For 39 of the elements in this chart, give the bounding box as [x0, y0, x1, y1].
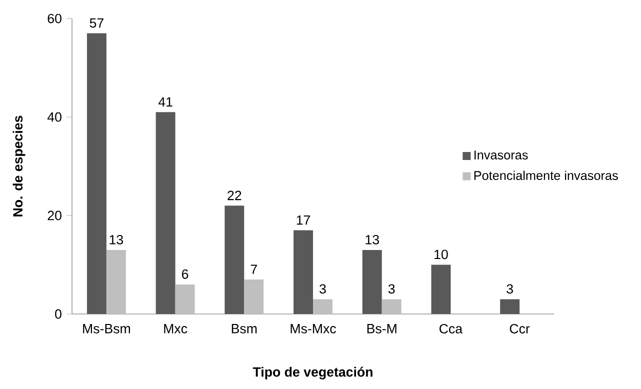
bar [500, 299, 520, 314]
y-tick-label: 20 [48, 210, 62, 220]
bar [313, 299, 332, 314]
data-label: 3 [388, 284, 395, 294]
x-tick-label: Ms-Bsm [83, 324, 130, 334]
bar [244, 280, 264, 314]
bar [106, 250, 126, 314]
x-tick-label: Bsm [232, 324, 257, 334]
x-tick-label: Bs-M [367, 324, 396, 334]
data-label: 13 [110, 234, 123, 244]
data-label: 17 [296, 216, 310, 225]
bar [156, 112, 176, 314]
data-label: 57 [90, 18, 104, 28]
y-tick-label: 0 [55, 309, 62, 319]
x-axis-title: Tipo de vegetación [252, 366, 372, 380]
bar [224, 206, 244, 314]
bar [86, 33, 106, 314]
data-label: 3 [320, 284, 326, 294]
x-tick-label: Ccr [510, 324, 530, 334]
x-tick-label: Cca [440, 324, 463, 334]
legend-label: Invasoras [474, 150, 528, 160]
bar [431, 264, 451, 314]
data-label: 6 [182, 269, 188, 279]
bar [362, 250, 382, 314]
y-tick-label: 60 [48, 14, 62, 24]
data-label: 22 [228, 190, 242, 200]
bar [175, 284, 195, 314]
data-label: 7 [250, 264, 257, 274]
y-axis-title: No. de especies [12, 116, 26, 216]
data-label: 10 [434, 250, 448, 260]
x-tick-label: Mxc [164, 324, 188, 334]
legend-label: Potencialmente invasoras [474, 170, 618, 180]
y-tick-label: 40 [47, 112, 62, 122]
data-label: 41 [158, 97, 172, 106]
data-label: 3 [506, 284, 513, 294]
data-label: 13 [366, 234, 379, 244]
bar [382, 299, 402, 314]
bar [294, 230, 313, 314]
x-tick-label: Ms-Mxc [290, 324, 336, 334]
